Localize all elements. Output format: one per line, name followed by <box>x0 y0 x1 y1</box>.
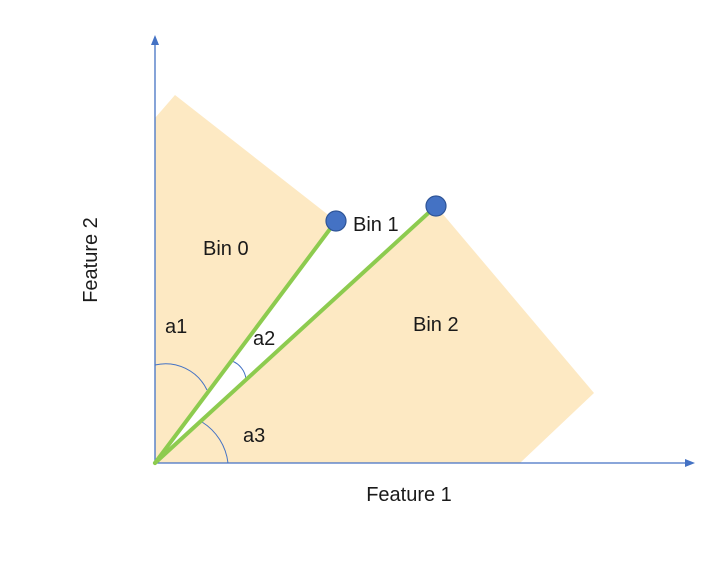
bin-0-label: Bin 0 <box>203 238 249 260</box>
bin-2-label: Bin 2 <box>413 314 459 336</box>
angle-a2-arc <box>231 360 247 380</box>
ray-to-point-1 <box>153 219 338 465</box>
bin-1-label: Bin 1 <box>353 214 399 236</box>
angle-a3-arc <box>201 421 229 464</box>
bin-2-region <box>155 206 594 463</box>
y-axis-label: Feature 2 <box>80 217 102 303</box>
angle-a1-label: a1 <box>165 316 187 338</box>
data-point-2 <box>425 195 447 217</box>
angle-a2-label: a2 <box>253 328 275 350</box>
x-axis-label: Feature 1 <box>366 484 452 506</box>
bin-0-region <box>155 95 336 463</box>
ray-to-point-2 <box>153 204 438 465</box>
angle-a3-label: a3 <box>243 425 265 447</box>
data-point-1 <box>325 210 347 232</box>
angle-a1-arc <box>154 363 208 391</box>
